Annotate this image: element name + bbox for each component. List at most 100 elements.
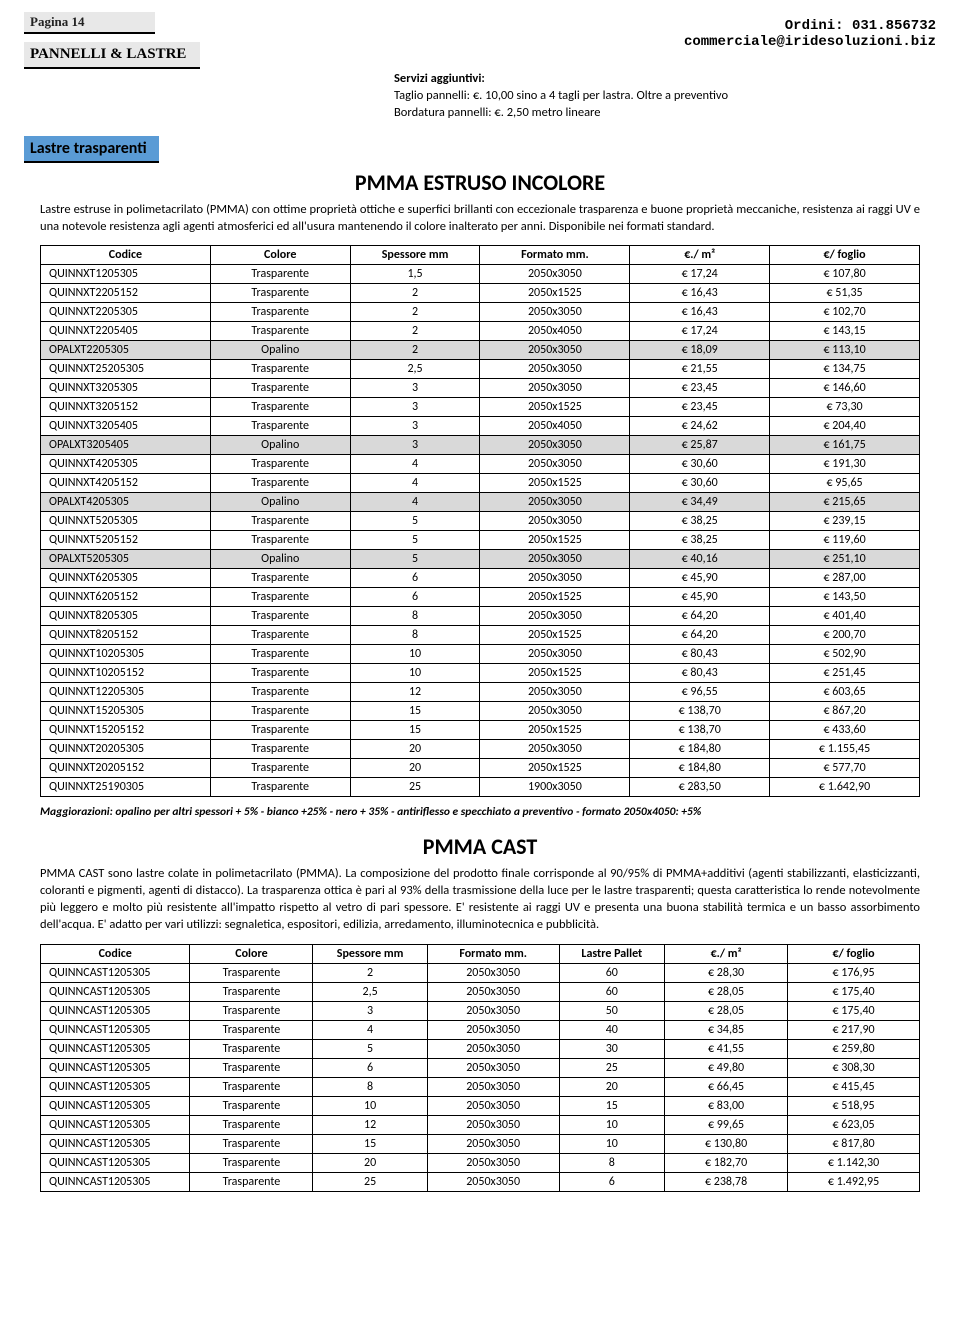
cell-foglio: € 51,35 — [770, 284, 920, 303]
cell-spessore: 2 — [350, 322, 480, 341]
cell-colore: Trasparente — [210, 474, 350, 493]
cell-spessore: 2,5 — [313, 982, 427, 1001]
cell-codice: OPALXT2205305 — [41, 341, 211, 360]
cell-m2: € 17,24 — [630, 265, 770, 284]
table-row: QUINNXT15205152Trasparente152050x1525€ 1… — [41, 721, 920, 740]
cell-codice: QUINNXT20205305 — [41, 740, 211, 759]
cell-foglio: € 259,80 — [788, 1039, 920, 1058]
table-row: OPALXT4205305Opalino42050x3050€ 34,49€ 2… — [41, 493, 920, 512]
cell-spessore: 15 — [350, 702, 480, 721]
cell-colore: Trasparente — [210, 740, 350, 759]
cell-m2: € 49,80 — [665, 1058, 788, 1077]
cell-codice: QUINNCAST1205305 — [41, 1077, 190, 1096]
cell-foglio: € 401,40 — [770, 607, 920, 626]
cell-formato: 2050x3050 — [480, 379, 630, 398]
cell-formato: 2050x3050 — [480, 569, 630, 588]
cell-foglio: € 502,90 — [770, 645, 920, 664]
cell-m2: € 28,05 — [665, 982, 788, 1001]
table-header-row: Codice Colore Spessore mm Formato mm. La… — [41, 944, 920, 963]
th-foglio: €/ foglio — [770, 246, 920, 265]
table-row: QUINNXT4205305Trasparente42050x3050€ 30,… — [41, 455, 920, 474]
cell-colore: Trasparente — [210, 531, 350, 550]
cell-spessore: 10 — [350, 664, 480, 683]
cell-codice: QUINNCAST1205305 — [41, 1020, 190, 1039]
cell-formato: 2050x1525 — [480, 664, 630, 683]
cell-m2: € 45,90 — [630, 588, 770, 607]
cell-spessore: 2 — [350, 303, 480, 322]
section2-title: PMMA CAST — [24, 833, 936, 860]
cell-foglio: € 251,45 — [770, 664, 920, 683]
cell-colore: Opalino — [210, 341, 350, 360]
cell-codice: QUINNXT25205305 — [41, 360, 211, 379]
cell-foglio: € 143,50 — [770, 588, 920, 607]
cell-foglio: € 134,75 — [770, 360, 920, 379]
cell-codice: QUINNXT5205152 — [41, 531, 211, 550]
section2-intro: PMMA CAST sono lastre colate in polimeta… — [40, 866, 920, 934]
table-row: QUINNCAST1205305Trasparente252050x30506€… — [41, 1172, 920, 1191]
cell-formato: 2050x3050 — [480, 550, 630, 569]
cell-codice: QUINNCAST1205305 — [41, 1153, 190, 1172]
cell-spessore: 4 — [350, 455, 480, 474]
cell-m2: € 40,16 — [630, 550, 770, 569]
cell-formato: 2050x3050 — [480, 303, 630, 322]
cell-colore: Trasparente — [210, 664, 350, 683]
cell-codice: QUINNXT5205305 — [41, 512, 211, 531]
cell-codice: QUINNXT15205305 — [41, 702, 211, 721]
cell-pallet: 15 — [559, 1096, 664, 1115]
cell-foglio: € 577,70 — [770, 759, 920, 778]
cell-formato: 2050x1525 — [480, 398, 630, 417]
table-row: OPALXT5205305Opalino52050x3050€ 40,16€ 2… — [41, 550, 920, 569]
cell-spessore: 4 — [350, 493, 480, 512]
cell-colore: Trasparente — [190, 1058, 313, 1077]
cell-colore: Trasparente — [210, 569, 350, 588]
table-row: QUINNXT3205305Trasparente32050x3050€ 23,… — [41, 379, 920, 398]
cell-codice: QUINNXT6205305 — [41, 569, 211, 588]
cell-formato: 2050x3050 — [480, 702, 630, 721]
table-row: QUINNXT20205305Trasparente202050x3050€ 1… — [41, 740, 920, 759]
table-row: QUINNXT1205305Trasparente1,52050x3050€ 1… — [41, 265, 920, 284]
cell-pallet: 30 — [559, 1039, 664, 1058]
table-row: QUINNXT2205152Trasparente22050x1525€ 16,… — [41, 284, 920, 303]
table-row: QUINNXT10205305Trasparente102050x3050€ 8… — [41, 645, 920, 664]
table-row: OPALXT3205405Opalino32050x3050€ 25,87€ 1… — [41, 436, 920, 455]
cell-foglio: € 1.492,95 — [788, 1172, 920, 1191]
table-row: QUINNCAST1205305Trasparente122050x305010… — [41, 1115, 920, 1134]
cell-codice: QUINNXT10205305 — [41, 645, 211, 664]
cell-pallet: 60 — [559, 963, 664, 982]
cell-m2: € 99,65 — [665, 1115, 788, 1134]
cell-codice: QUINNCAST1205305 — [41, 1039, 190, 1058]
cell-m2: € 45,90 — [630, 569, 770, 588]
cell-codice: QUINNXT2205305 — [41, 303, 211, 322]
th-m2: €./ m² — [630, 246, 770, 265]
ordini-phone: Ordini: 031.856732 — [684, 18, 936, 34]
cell-formato: 2050x3050 — [480, 341, 630, 360]
cell-spessore: 25 — [350, 778, 480, 797]
cell-foglio: € 73,30 — [770, 398, 920, 417]
th-m2: €./ m² — [665, 944, 788, 963]
cell-foglio: € 204,40 — [770, 417, 920, 436]
table-row: QUINNXT20205152Trasparente202050x1525€ 1… — [41, 759, 920, 778]
cell-formato: 2050x3050 — [427, 1153, 559, 1172]
cell-colore: Trasparente — [190, 1134, 313, 1153]
cell-pallet: 6 — [559, 1172, 664, 1191]
cell-foglio: € 95,65 — [770, 474, 920, 493]
cell-colore: Opalino — [210, 493, 350, 512]
cell-formato: 2050x1525 — [480, 531, 630, 550]
cell-m2: € 64,20 — [630, 607, 770, 626]
cell-formato: 2050x3050 — [480, 645, 630, 664]
table-row: QUINNXT4205152Trasparente42050x1525€ 30,… — [41, 474, 920, 493]
table-row: QUINNXT2205405Trasparente22050x4050€ 17,… — [41, 322, 920, 341]
cell-colore: Trasparente — [210, 721, 350, 740]
cell-m2: € 28,05 — [665, 1001, 788, 1020]
cell-codice: QUINNXT2205405 — [41, 322, 211, 341]
table-row: QUINNCAST1205305Trasparente22050x305060€… — [41, 963, 920, 982]
cell-spessore: 12 — [313, 1115, 427, 1134]
cell-m2: € 182,70 — [665, 1153, 788, 1172]
table-row: QUINNXT10205152Trasparente102050x1525€ 8… — [41, 664, 920, 683]
cell-pallet: 60 — [559, 982, 664, 1001]
cell-spessore: 3 — [350, 379, 480, 398]
cell-pallet: 25 — [559, 1058, 664, 1077]
cell-colore: Trasparente — [210, 645, 350, 664]
th-foglio: €/ foglio — [788, 944, 920, 963]
table-row: QUINNCAST1205305Trasparente42050x305040€… — [41, 1020, 920, 1039]
